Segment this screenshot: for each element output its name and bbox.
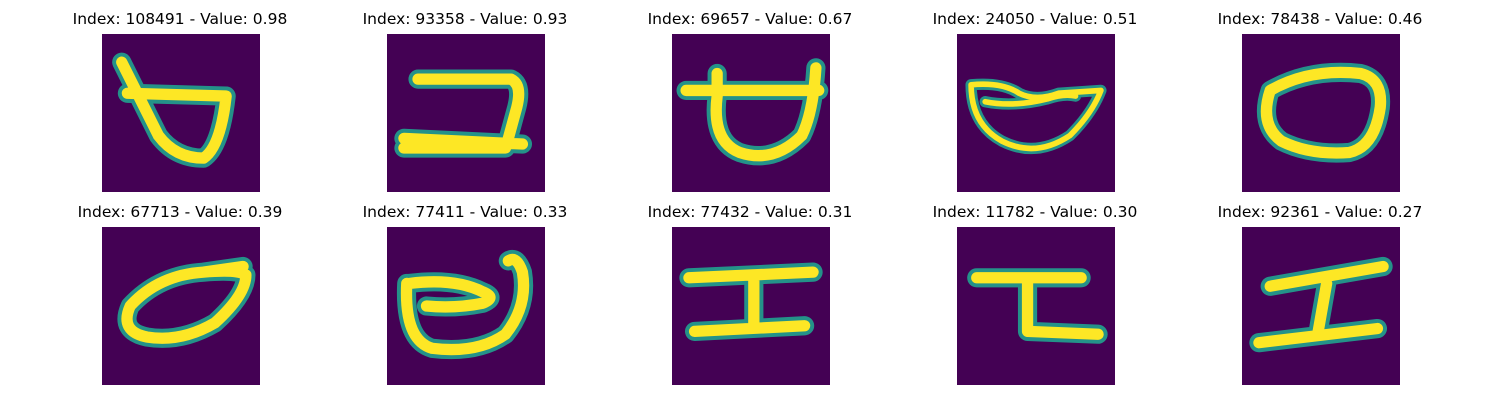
panel-title: Index: 67713 - Value: 0.39 bbox=[77, 203, 283, 221]
panel-9: Index: 11782 - Value: 0.30 bbox=[885, 203, 1185, 393]
panel-2: Index: 93358 - Value: 0.93 bbox=[315, 10, 615, 200]
panel-5: Index: 78438 - Value: 0.46 bbox=[1170, 10, 1470, 200]
glyph-loop bbox=[1242, 34, 1400, 192]
glyph-curl-loop bbox=[387, 227, 545, 385]
glyph-image bbox=[957, 227, 1115, 385]
glyph-bracket bbox=[387, 34, 545, 192]
panel-6: Index: 67713 - Value: 0.39 bbox=[30, 203, 330, 393]
panel-title: Index: 24050 - Value: 0.51 bbox=[932, 10, 1138, 28]
panel-title: Index: 78438 - Value: 0.46 bbox=[1217, 10, 1423, 28]
panel-title: Index: 11782 - Value: 0.30 bbox=[932, 203, 1138, 221]
panel-title: Index: 69657 - Value: 0.67 bbox=[647, 10, 853, 28]
panel-1: Index: 108491 - Value: 0.98 bbox=[30, 10, 330, 200]
glyph-i-beam bbox=[672, 227, 830, 385]
panel-title: Index: 93358 - Value: 0.93 bbox=[362, 10, 568, 28]
panel-title: Index: 108491 - Value: 0.98 bbox=[72, 10, 288, 28]
glyph-tilted-loop bbox=[102, 227, 260, 385]
panel-title: Index: 77411 - Value: 0.33 bbox=[362, 203, 568, 221]
panel-title: Index: 92361 - Value: 0.27 bbox=[1217, 203, 1423, 221]
glyph-image bbox=[1242, 34, 1400, 192]
panel-8: Index: 77432 - Value: 0.31 bbox=[600, 203, 900, 393]
glyph-triangle-loop bbox=[102, 34, 260, 192]
glyph-image bbox=[102, 227, 260, 385]
panel-title: Index: 77432 - Value: 0.31 bbox=[647, 203, 853, 221]
panel-7: Index: 77411 - Value: 0.33 bbox=[315, 203, 615, 393]
glyph-image bbox=[387, 227, 545, 385]
glyph-i-beam bbox=[1242, 227, 1400, 385]
glyph-thin-bowl bbox=[957, 34, 1115, 192]
panel-4: Index: 24050 - Value: 0.51 bbox=[885, 10, 1185, 200]
glyph-image bbox=[102, 34, 260, 192]
panel-10: Index: 92361 - Value: 0.27 bbox=[1170, 203, 1470, 393]
glyph-image bbox=[672, 34, 830, 192]
panel-3: Index: 69657 - Value: 0.67 bbox=[600, 10, 900, 200]
glyph-image bbox=[957, 34, 1115, 192]
glyph-image bbox=[672, 227, 830, 385]
glyph-bowl-bar bbox=[672, 34, 830, 192]
glyph-z-step bbox=[957, 227, 1115, 385]
glyph-image bbox=[1242, 227, 1400, 385]
glyph-image bbox=[387, 34, 545, 192]
